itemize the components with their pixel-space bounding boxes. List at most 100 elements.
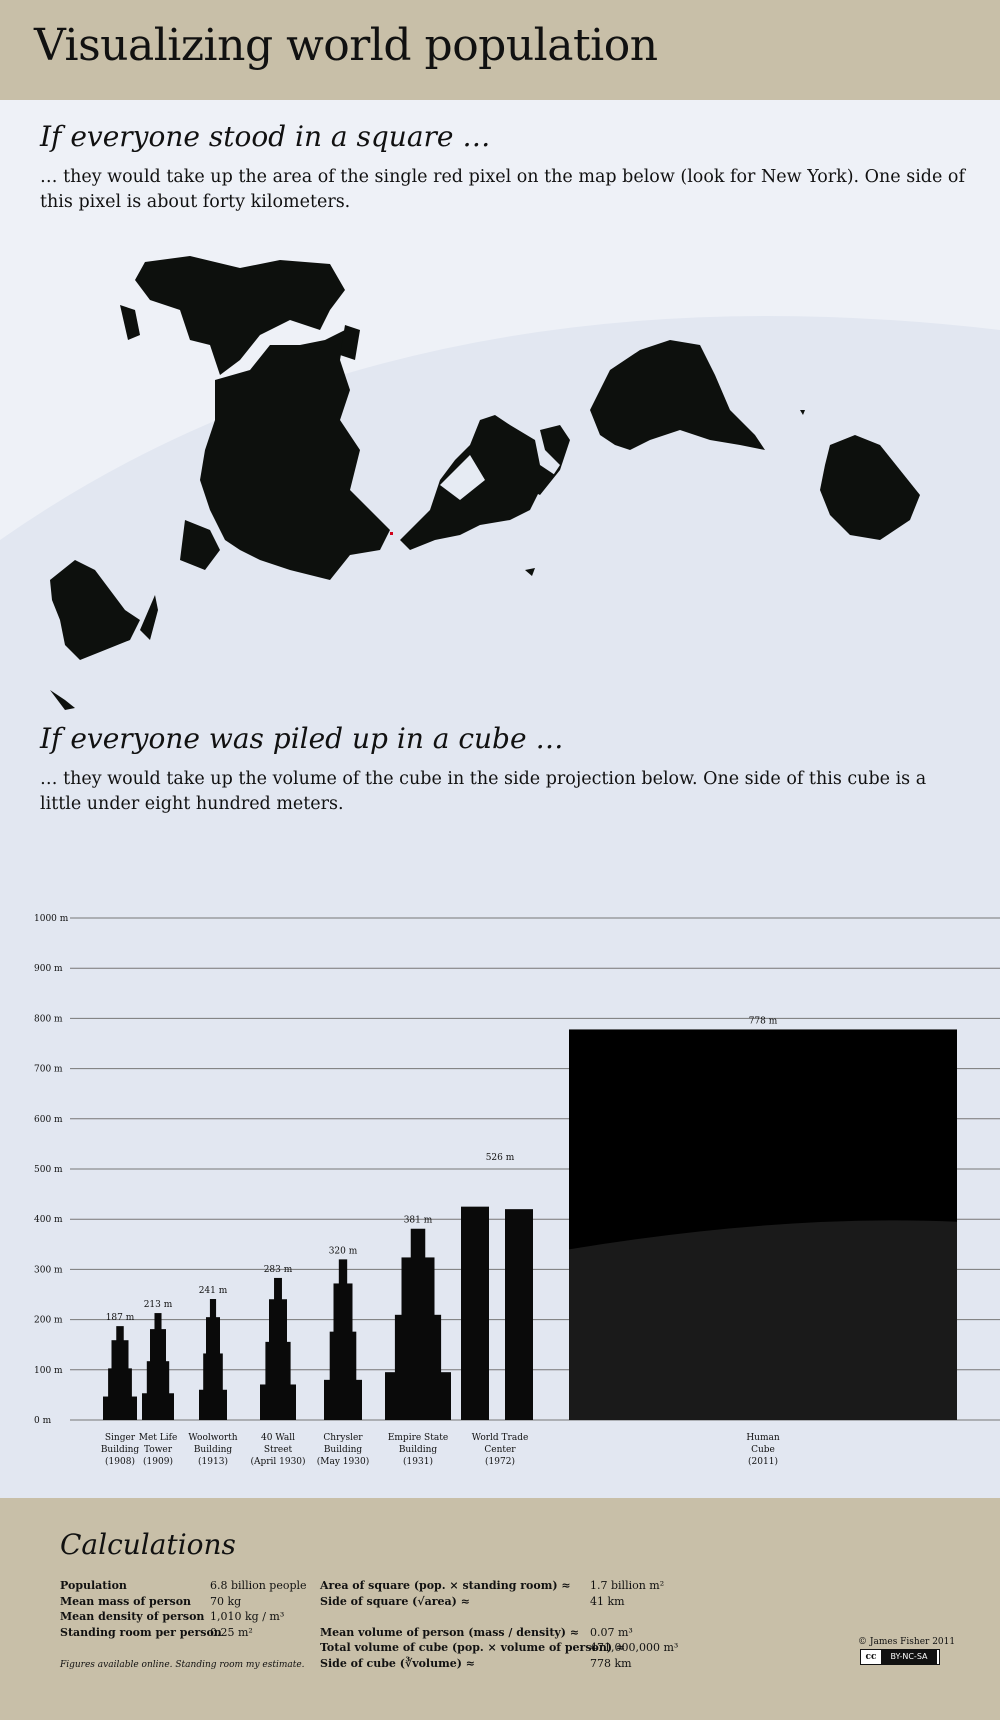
calc-label: Mean mass of person: [60, 1594, 192, 1608]
x-label: Building: [399, 1445, 438, 1455]
value-label: 526 m: [486, 1153, 515, 1163]
calc-value: [590, 1609, 678, 1625]
bar-group: [199, 1299, 227, 1420]
y-tick-label: 300 m: [34, 1265, 63, 1275]
calc-value: 1,010 kg / m³: [210, 1610, 285, 1623]
bar: [199, 1389, 227, 1420]
chart-y-ticks: 0 m 100 m 200 m 300 m 400 m 500 m 600 m 700 m 80…: [34, 914, 69, 1426]
dymaxion-map: [50, 256, 920, 710]
license-badge[interactable]: cc BY-NC-SA: [860, 1649, 940, 1665]
calculations-title: Calculations: [60, 1528, 236, 1561]
calc-value: 6.8 billion people: [210, 1579, 307, 1592]
square-heading: If everyone stood in a square …: [40, 120, 491, 153]
y-tick-label: 0 m: [34, 1416, 52, 1426]
value-label: 187 m: [106, 1313, 135, 1323]
bar: [154, 1313, 162, 1334]
x-label: World Trade: [472, 1433, 529, 1443]
calc-value: 778 km: [590, 1656, 632, 1670]
bar: [329, 1331, 357, 1384]
calculations-panel: Calculations Population Mean mass of per…: [0, 1498, 1000, 1720]
x-label: Building: [101, 1445, 140, 1455]
calc-left-values: 6.8 billion people 70 kg 1,010 kg / m³ 0…: [210, 1578, 307, 1640]
chart-value-labels: 187 m 213 m 241 m 283 m 320 m 381 m 526 m 778 m: [106, 1016, 778, 1323]
bar-group: [569, 1029, 957, 1420]
bar: [103, 1396, 137, 1420]
y-tick-label: 100 m: [34, 1366, 63, 1376]
bar-group: [103, 1326, 137, 1420]
x-label: 40 Wall: [261, 1433, 295, 1443]
chart-bars: [103, 1029, 957, 1420]
y-tick-label: 700 m: [34, 1065, 63, 1075]
calc-label: Standing room per person: [60, 1625, 222, 1639]
y-tick-label: 900 m: [34, 964, 63, 974]
calc-label: Mean density of person: [60, 1610, 205, 1623]
bar: [461, 1206, 489, 1420]
x-label: Empire State: [388, 1433, 448, 1443]
x-label: (May 1930): [317, 1456, 369, 1467]
bar: [274, 1277, 282, 1304]
y-tick-label: 600 m: [34, 1115, 63, 1125]
x-label: (1913): [198, 1456, 228, 1467]
bar-group: [324, 1259, 362, 1420]
value-label: 320 m: [329, 1246, 358, 1256]
x-label: Singer: [105, 1433, 136, 1443]
cube-text: … they would take up the volume of the c…: [40, 769, 927, 814]
red-pixel: [390, 532, 393, 535]
value-label: 778 m: [749, 1016, 778, 1026]
figures-note: Figures available online. Standing room …: [60, 1660, 305, 1670]
y-tick-label: 200 m: [34, 1316, 63, 1326]
x-label: Tower: [144, 1445, 173, 1455]
calc-value: 70 kg: [210, 1594, 242, 1608]
calc-value: 0.07 m³: [590, 1625, 633, 1639]
bar: [505, 1209, 533, 1420]
calc-label: Mean volume of person (mass / density) ≈: [320, 1625, 580, 1639]
x-label: Street: [264, 1445, 293, 1455]
x-label: Human: [746, 1433, 780, 1443]
bar: [260, 1384, 296, 1420]
bar: [206, 1317, 220, 1358]
value-label: 241 m: [199, 1286, 228, 1296]
bar: [269, 1299, 287, 1346]
x-label: (April 1930): [250, 1456, 305, 1467]
x-label: (2011): [748, 1456, 778, 1467]
cube-heading: If everyone was piled up in a cube …: [40, 722, 564, 755]
page-title: Visualizing world population: [34, 20, 658, 71]
value-label: 381 m: [404, 1216, 433, 1226]
header: Visualizing world population: [0, 0, 1000, 100]
y-tick-label: 400 m: [34, 1215, 63, 1225]
license-text: BY-NC-SA: [881, 1650, 937, 1664]
bar: [146, 1361, 170, 1398]
calc-label: Area of square (pop. × standing room) ≈: [320, 1579, 571, 1592]
bar-group: [260, 1277, 296, 1420]
x-label: Woolworth: [188, 1433, 237, 1443]
calc-label: Side of square (√area) ≈: [320, 1594, 470, 1608]
bar-group: [461, 1206, 533, 1420]
y-tick-label: 1000 m: [34, 914, 69, 924]
x-label: (1909): [143, 1456, 173, 1467]
bar: [324, 1379, 362, 1420]
bar: [265, 1341, 291, 1389]
bar: [338, 1259, 348, 1288]
bar: [108, 1368, 132, 1401]
bar: [401, 1257, 435, 1319]
bar: [116, 1326, 124, 1345]
x-label: Center: [484, 1445, 516, 1455]
calc-value: 0.25 m²: [210, 1625, 253, 1639]
y-tick-label: 800 m: [34, 1014, 63, 1024]
calc-label: Side of cube (∛volume) ≈: [320, 1656, 475, 1670]
square-text: … they would take up the area of the sin…: [40, 167, 965, 212]
bar: [410, 1228, 426, 1262]
height-chart: 0 m 100 m 200 m 300 m 400 m 500 m 600 m 700 m 80…: [34, 914, 1000, 1467]
y-tick-label: 500 m: [34, 1165, 63, 1175]
x-label: Building: [324, 1445, 363, 1455]
calc-label: [320, 1609, 625, 1625]
x-label: (1972): [485, 1456, 515, 1467]
calc-mid-labels: Area of square (pop. × standing room) ≈ …: [320, 1578, 625, 1671]
x-label: Cube: [751, 1445, 775, 1455]
bar: [209, 1299, 217, 1322]
bar: [203, 1353, 223, 1394]
x-label: (1908): [105, 1456, 135, 1467]
x-label: (1931): [403, 1456, 433, 1467]
x-label: Chrysler: [323, 1433, 363, 1443]
